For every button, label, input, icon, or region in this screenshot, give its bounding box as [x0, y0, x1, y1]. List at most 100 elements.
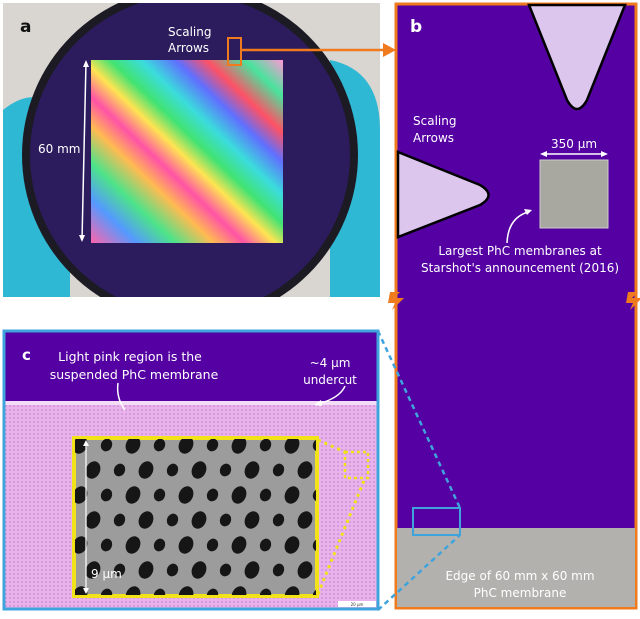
sem-hole — [113, 513, 126, 527]
sem-hole — [297, 561, 313, 579]
sem-hole — [125, 439, 141, 454]
caption-c-2: suspended PhC membrane — [50, 367, 219, 382]
sem-hole — [178, 439, 194, 454]
sem-hole — [166, 513, 179, 527]
caption-b-1: Largest PhC membranes at — [438, 244, 602, 258]
sem-hole — [297, 461, 313, 479]
scaling-arrow-left — [396, 150, 490, 239]
sem-hole — [138, 461, 154, 479]
scale-bar — [338, 601, 376, 607]
sem-hole — [166, 563, 179, 577]
sem-hole — [272, 563, 285, 577]
sem-hole — [259, 439, 272, 452]
sem-hole — [231, 486, 247, 504]
caption-b-2: Starshot's announcement (2016) — [421, 261, 619, 275]
sem-hole — [100, 588, 113, 595]
edge-caption-1: Edge of 60 mm x 60 mm — [445, 569, 594, 583]
sem-hole — [85, 561, 101, 579]
panel-a-dimension: 60 mm — [38, 142, 80, 156]
sem-hole — [85, 461, 101, 479]
sem-hole — [284, 439, 300, 454]
break-mark-left — [388, 292, 404, 310]
sem-hole — [219, 513, 232, 527]
sem-hole — [153, 588, 166, 595]
sem-hole — [206, 488, 219, 502]
sem-hole — [259, 538, 272, 552]
sem-hole — [100, 439, 113, 452]
sem-hole — [272, 513, 285, 527]
sem-hole — [153, 488, 166, 502]
panel-b-scaling-arrows: Scaling — [413, 114, 456, 128]
sem-hole — [100, 538, 113, 552]
panel-a-scaling-arrows-2: Arrows — [168, 41, 209, 55]
sem-hole — [297, 511, 313, 529]
sem-hole — [219, 563, 232, 577]
sem-hole — [312, 538, 316, 552]
panel-a-label: a — [20, 17, 31, 37]
sem-hole — [231, 439, 247, 454]
sem-hole — [138, 561, 154, 579]
sem-hole — [206, 588, 219, 595]
panel-a-photo — [3, 3, 380, 297]
phc-membrane-rainbow — [91, 60, 283, 243]
zoom-box-b — [412, 507, 461, 536]
sem-hole — [125, 586, 141, 595]
undercut-purple-region — [5, 332, 377, 402]
sem-hole — [178, 536, 194, 554]
edge-caption-2: PhC membrane — [474, 586, 567, 600]
connector-arrowhead — [383, 43, 396, 57]
sem-hole — [125, 536, 141, 554]
sem-hole — [231, 586, 247, 595]
undercut-label-1: ~4 μm — [310, 356, 351, 370]
width-label: 350 μm — [551, 137, 597, 151]
panel-c-label: c — [22, 346, 31, 364]
sem-hole — [284, 486, 300, 504]
dimension-arrow — [81, 61, 87, 241]
sem-hole — [153, 439, 166, 452]
sem-hole — [85, 511, 101, 529]
zoom-box-c — [343, 450, 370, 480]
sem-hole — [113, 463, 126, 477]
sem-hole — [244, 561, 260, 579]
scaling-arrow-top — [527, 3, 627, 111]
sem-hole — [153, 538, 166, 552]
sem-hole — [178, 486, 194, 504]
membrane-edge-region — [397, 528, 635, 607]
zoom-box-a — [227, 37, 242, 66]
sem-hole — [259, 588, 272, 595]
caption-c-1: Light pink region is the — [58, 349, 202, 364]
sem-hole — [113, 563, 126, 577]
scale-bar-label: 20 μm — [351, 602, 364, 607]
sem-hole-lattice — [75, 439, 316, 595]
break-mark-right — [626, 292, 640, 310]
sem-hole — [206, 538, 219, 552]
pointer-arrow — [506, 211, 529, 244]
connector-dashed-bottom — [377, 534, 461, 611]
sem-hole — [138, 511, 154, 529]
sem-hole — [75, 536, 88, 554]
undercut-label-2: undercut — [303, 373, 357, 387]
sem-hole — [100, 488, 113, 502]
sem-hole — [75, 586, 88, 595]
sem-hole — [219, 463, 232, 477]
panel-b-scaling-arrows-2: Arrows — [413, 131, 454, 145]
sem-hole — [125, 486, 141, 504]
connector-dashed-top — [376, 330, 462, 509]
small-membrane-square — [539, 159, 609, 229]
sem-hole — [284, 536, 300, 554]
height-label: 9 μm — [91, 567, 122, 581]
sem-hole — [191, 461, 207, 479]
sem-hole — [178, 586, 194, 595]
sem-hole — [244, 461, 260, 479]
sem-hole — [231, 536, 247, 554]
panel-a-scaling-arrows: Scaling — [168, 25, 211, 39]
panel-b — [388, 2, 640, 610]
sem-hole — [284, 586, 300, 595]
panel-b-label: b — [410, 17, 422, 37]
sem-hole — [75, 439, 88, 454]
sem-hole — [259, 488, 272, 502]
sem-hole — [191, 561, 207, 579]
sem-hole — [191, 511, 207, 529]
sem-hole — [312, 588, 316, 595]
